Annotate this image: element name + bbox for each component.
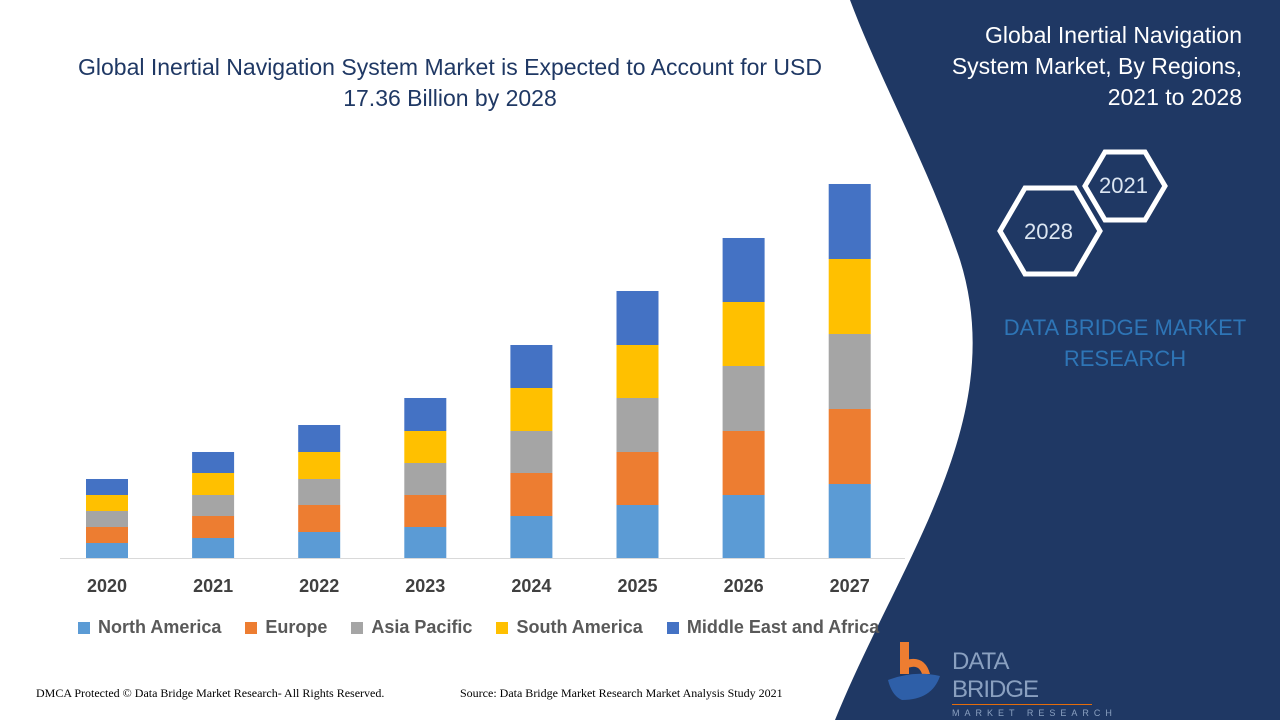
brand-text: DATA BRIDGE MARKET RESEARCH [1003, 315, 1247, 371]
bar-segment-north-america-2020 [86, 542, 128, 558]
bar-segment-asia-pacific-2021 [192, 494, 235, 516]
bar-segment-south-america-2021 [192, 472, 235, 495]
bar-segment-europe-2024 [510, 472, 553, 516]
x-tick-label: 2025 [617, 576, 657, 596]
bar-segment-middle-east-and-africa-2023 [404, 397, 447, 431]
bar-segment-south-america-2023 [404, 430, 447, 463]
bar-segment-middle-east-and-africa-2024 [510, 344, 553, 388]
chart-title: Global Inertial Navigation System Market… [78, 54, 822, 111]
bar-segment-north-america-2022 [298, 531, 341, 558]
bar-segment-europe-2021 [192, 515, 235, 538]
side-panel [835, 0, 1280, 720]
bar-segment-europe-2026 [722, 430, 765, 495]
bar-segment-europe-2027 [828, 408, 871, 484]
x-tick-label: 2024 [511, 576, 551, 596]
bar-segment-asia-pacific-2023 [404, 462, 447, 495]
side-title: Global Inertial Navigation System Market… [951, 22, 1242, 110]
x-tick-label: 2023 [405, 576, 445, 596]
bar-segment-europe-2020 [86, 526, 128, 543]
bar-segment-middle-east-and-africa-2022 [298, 424, 341, 452]
legend-swatch [245, 621, 258, 634]
bar-segment-south-america-2027 [828, 258, 871, 334]
bar-segment-south-america-2025 [616, 344, 659, 398]
bar-segment-south-america-2026 [722, 301, 765, 366]
legend-label: North America [98, 617, 222, 637]
legend-item: Europe [245, 617, 327, 638]
legend-label: Middle East and Africa [686, 617, 880, 637]
legend-label: Asia Pacific [371, 617, 473, 637]
bar-segment-middle-east-and-africa-2026 [722, 237, 765, 302]
legend: North America Europe Asia Pacific South … [78, 617, 879, 638]
legend-item: Asia Pacific [351, 617, 472, 638]
bar-segment-europe-2022 [298, 504, 341, 532]
bar-segment-asia-pacific-2026 [722, 365, 765, 431]
legend-swatch [496, 621, 509, 634]
legend-label: South America [516, 617, 643, 637]
legend-swatch [351, 621, 364, 634]
legend-label: Europe [265, 617, 328, 637]
legend-swatch [78, 621, 90, 634]
legend-swatch [666, 621, 679, 634]
bar-segment-north-america-2023 [404, 526, 447, 558]
bar-segment-europe-2025 [616, 451, 659, 505]
logo-subtext: MARKET RESEARCH [952, 708, 1117, 718]
footer-source: Source: Data Bridge Market Research Mark… [460, 686, 783, 700]
bar-segment-south-america-2020 [86, 494, 128, 511]
bar-segment-north-america-2027 [828, 483, 871, 558]
bar-segment-south-america-2022 [298, 451, 341, 479]
bar-segment-asia-pacific-2022 [298, 478, 341, 505]
logo-mark-icon [888, 642, 940, 700]
x-tick-label: 2021 [193, 576, 233, 596]
hex-label-2028: 2028 [1024, 219, 1073, 244]
x-tick-label: 2022 [299, 576, 339, 596]
bar-segment-asia-pacific-2020 [86, 510, 128, 527]
bar-segment-middle-east-and-africa-2021 [192, 451, 235, 473]
bar-segment-north-america-2026 [722, 494, 765, 558]
bar-segment-asia-pacific-2027 [828, 333, 871, 409]
hexagon-2021 [1082, 149, 1168, 223]
x-tick-label: 2027 [830, 576, 870, 596]
bar-segment-north-america-2025 [616, 504, 659, 558]
x-tick-label: 2020 [87, 576, 127, 596]
footer-copyright: DMCA Protected © Data Bridge Market Rese… [36, 686, 385, 700]
legend-item: South America [496, 617, 643, 638]
logo-text: DATA BRIDGE [952, 648, 1092, 705]
bar-segment-middle-east-and-africa-2025 [616, 290, 659, 345]
bar-segment-north-america-2021 [192, 537, 235, 558]
x-tick-label: 2026 [724, 576, 764, 596]
bar-segment-europe-2023 [404, 494, 447, 527]
bar-segment-asia-pacific-2025 [616, 397, 659, 452]
hexagon-2028 [997, 185, 1103, 277]
legend-item: North America [78, 617, 221, 638]
bar-segment-middle-east-and-africa-2020 [86, 478, 128, 495]
hex-label-2021: 2021 [1099, 173, 1148, 198]
bar-segment-south-america-2024 [510, 387, 553, 431]
bar-segment-middle-east-and-africa-2027 [828, 183, 871, 259]
bar-segment-asia-pacific-2024 [510, 430, 553, 473]
bar-segment-north-america-2024 [510, 515, 553, 558]
legend-item: Middle East and Africa [666, 617, 880, 638]
